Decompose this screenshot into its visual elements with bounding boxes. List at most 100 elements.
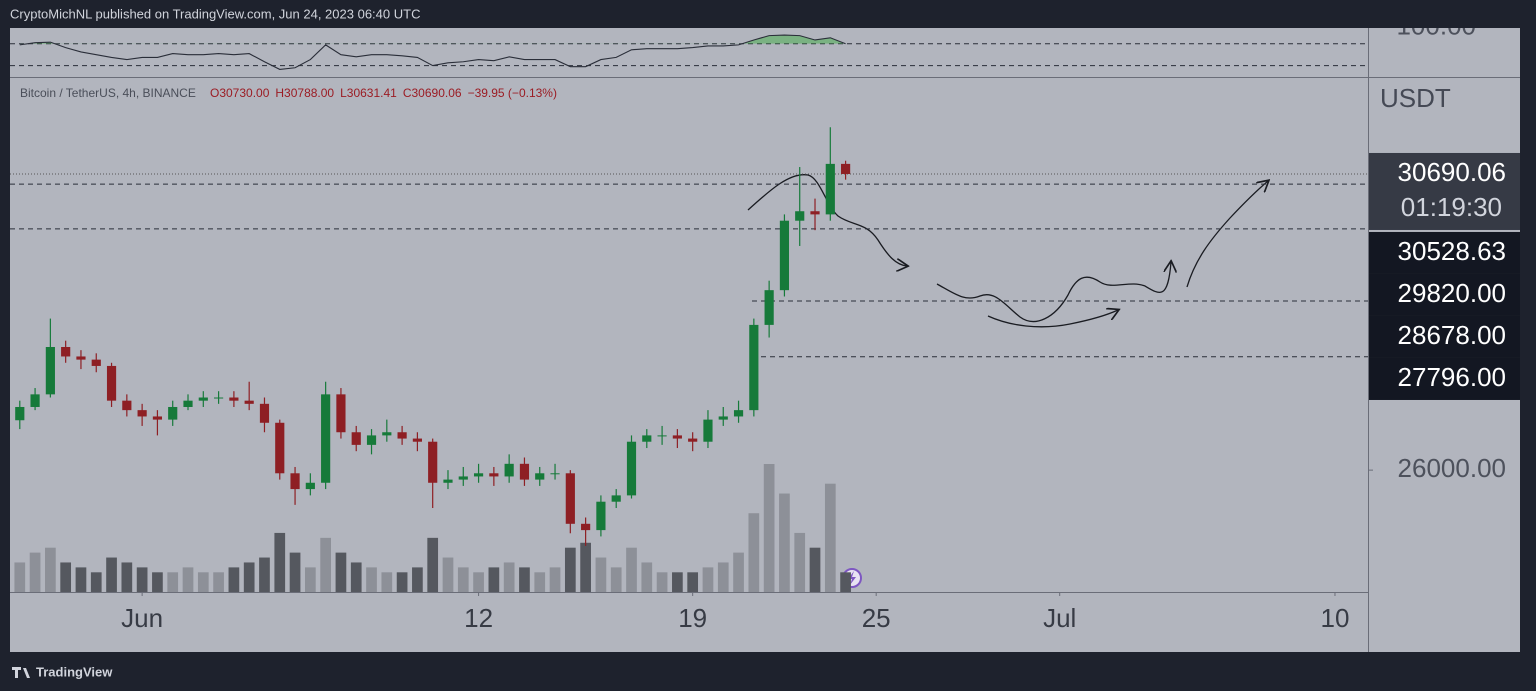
ohlc-legend: O30730.00 H30788.00 L30631.41 C30690.06 −39.… [210,86,557,100]
candle-body [764,290,774,325]
candle-body [733,410,744,417]
rsi-overbought-fill [19,35,846,44]
volume-bar [580,542,591,592]
legend-field: −39.95 (−0.13%) [468,86,557,100]
candle-body [535,473,545,480]
candle-body [718,416,728,420]
volume-bar [289,552,301,592]
candle-body [183,400,193,407]
volume-bar [824,483,836,592]
volume-bar [259,557,270,592]
candle-body [596,501,606,531]
candle-body [30,394,40,407]
candle-body [779,220,790,291]
volume-bar [396,572,408,592]
volume-bar [748,513,760,592]
volume-bar [350,562,362,592]
candle-body [841,163,851,174]
volume-bar [641,562,653,592]
candle-body [290,473,300,490]
candle-body [626,441,637,496]
arrow [987,310,1118,328]
rsi-pane: 100.00 [10,10,1476,70]
volume-bar [136,567,148,592]
candle-body [61,346,71,357]
candle-body [397,432,407,439]
candle-body [382,432,392,436]
volume-bar [779,493,790,592]
candle-body [275,422,285,474]
candle-body [657,435,667,437]
candle-body [106,365,117,401]
candle-body [519,463,530,480]
candle-body [550,473,560,475]
price-level-label: 27796.00 [1398,362,1506,392]
candle-body [489,473,499,477]
legend-field: L30631.41 [340,86,397,100]
volume-bar [457,567,469,592]
volume-bar [733,552,744,592]
candle-body [581,523,591,531]
arrow [936,262,1171,322]
volume-bar [549,567,561,592]
price-level-label: 29820.00 [1398,278,1506,308]
volume-bar [152,572,163,592]
candle-body [412,438,422,442]
volume-bar [320,537,331,592]
volume-bar [197,572,209,592]
volume-bar [121,562,133,592]
volume-bar [366,567,377,592]
volume-bar [45,547,56,592]
candle-body [795,211,805,221]
volume-bar [427,537,439,592]
x-tick-label: 12 [464,603,493,633]
volume-bar [473,572,484,592]
y-tick-label: 26000.00 [1398,453,1506,483]
legend-field: O30730.00 [210,86,270,100]
x-tick-label: Jun [121,603,163,633]
arrow [747,174,907,266]
candle-body [198,397,208,401]
volume-bar [29,552,41,592]
candle-body [672,435,682,439]
price-level-label: 28678.00 [1398,320,1506,350]
candle-body [168,406,178,420]
volume-bar [488,567,500,592]
candle-body [504,463,514,477]
arrow [1186,181,1268,288]
countdown-label: 01:19:30 [1401,192,1502,222]
volume-bar [503,562,515,592]
volume-bar [702,567,714,592]
volume-bar [794,532,806,592]
volume-bar [335,552,347,592]
volume-bar [60,562,72,592]
candle-body [443,479,453,483]
rsi-tick-label: 100.00 [1396,10,1476,40]
price-level-box [1369,231,1520,274]
candle-body [825,163,835,215]
brand: TradingView [36,664,113,679]
volume-bar [228,567,240,592]
volume-bar [519,567,530,592]
volume-bar [243,562,255,592]
candle-body [565,473,575,524]
candle-body [810,211,820,215]
y-axis-label: USDT [1380,83,1451,113]
price-level-box [1369,273,1520,316]
volume-bar [672,572,683,592]
hand-drawn-arrows [747,174,1268,328]
candle-body [703,419,713,442]
candle-body [259,403,270,423]
legend-field: H30788.00 [275,86,334,100]
candle-body [76,356,86,360]
volume-bar [412,567,423,592]
rsi-overbought-area [19,35,846,44]
candle-body [244,400,254,404]
x-tick-label: 10 [1321,603,1350,633]
volume-bar [840,572,851,592]
volume-bar [442,557,454,592]
volume-bar [182,567,194,592]
candle-body [137,410,147,417]
